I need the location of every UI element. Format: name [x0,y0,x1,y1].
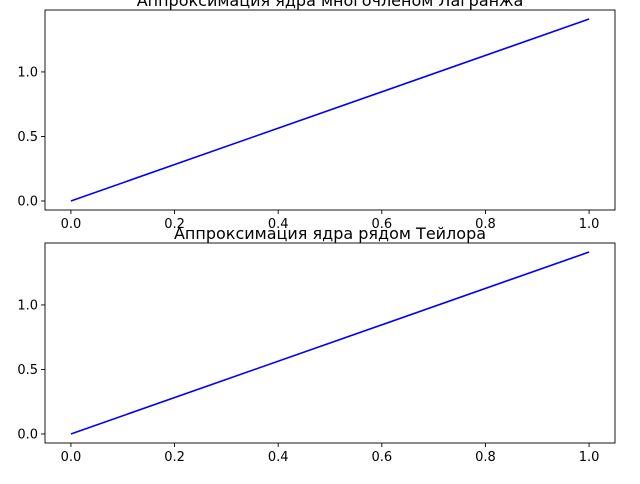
x-tick-label: 0.4 [268,217,289,232]
y-tick-label: 0.0 [17,427,38,442]
x-tick-label: 1.0 [579,217,600,232]
y-tick-label: 0.5 [17,130,38,145]
x-tick-label: 1.0 [579,450,600,465]
x-tick-label: 0.0 [61,450,82,465]
y-tick-label: 1.0 [17,65,38,80]
x-tick-label: 0.8 [475,217,496,232]
y-tick-label: 0.0 [17,194,38,209]
series-line [70,18,590,202]
x-tick-label: 0.2 [164,217,185,232]
axes-frame [44,9,616,211]
x-tick-label: 0.6 [371,450,392,465]
x-tick-label: 0.6 [371,217,392,232]
x-tick-label: 0.4 [268,450,289,465]
x-tick-label: 0.2 [164,450,185,465]
series-line [70,251,590,435]
y-tick-label: 0.5 [17,363,38,378]
chart-title: Аппроксимация ядра рядом Тейлора [174,224,486,243]
x-tick-label: 0.8 [475,450,496,465]
subplot-taylor: Аппроксимация ядра рядом Тейлора 0.0 0.2 0… [17,224,616,465]
x-tick-label: 0.0 [61,217,82,232]
y-tick-label: 1.0 [17,298,38,313]
chart-title: Аппроксимация ядра многочленом Лагранжа [137,0,524,10]
subplot-lagrange: Аппроксимация ядра многочленом Лагранжа … [17,0,616,232]
axes-frame [44,242,616,444]
